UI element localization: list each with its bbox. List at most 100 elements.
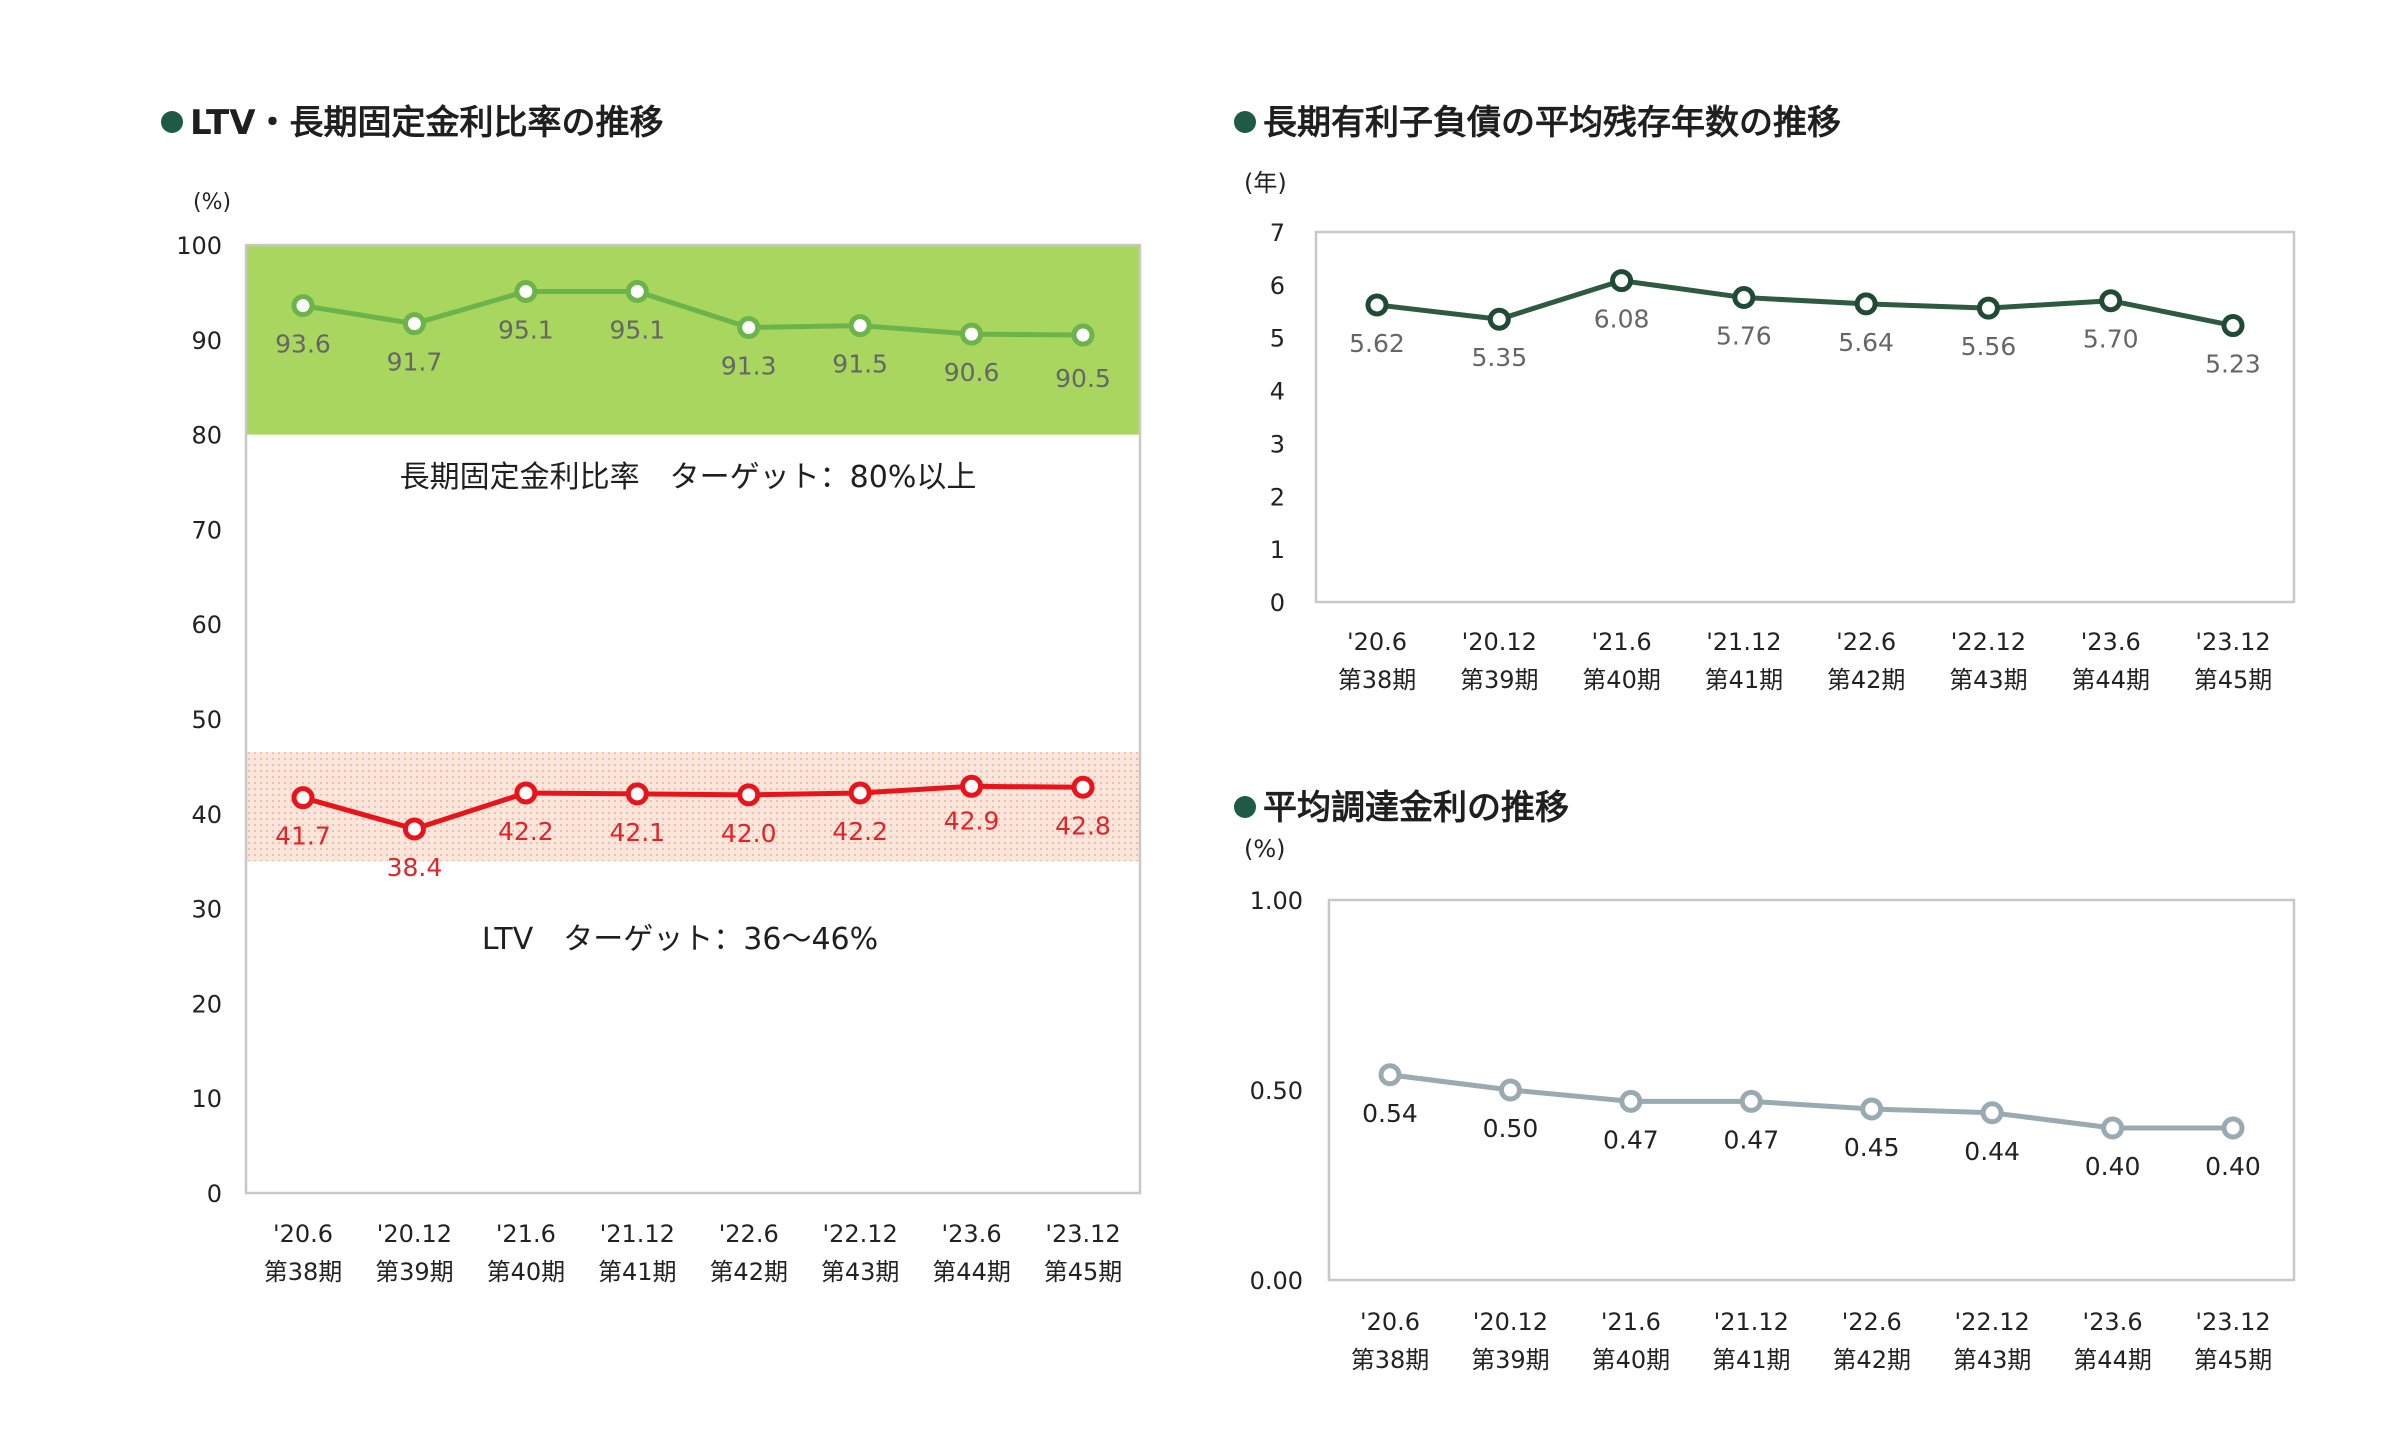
- y-tick-label: 20: [191, 990, 222, 1018]
- y-tick-label: 4: [1270, 378, 1285, 406]
- data-label: 5.23: [2205, 350, 2261, 379]
- data-point: [1976, 296, 2000, 320]
- y-tick-label: 50: [191, 706, 222, 734]
- data-label: 95.1: [609, 315, 665, 344]
- data-point: [625, 782, 649, 806]
- series-line: [1389, 1072, 2233, 1131]
- x-tick-label: '21.6: [496, 1220, 556, 1248]
- plot-area: [1327, 898, 2296, 1282]
- y-tick-label: 100: [176, 232, 222, 260]
- y-tick-label: 2: [1270, 483, 1285, 511]
- y-tick-label: 5: [1270, 325, 1285, 353]
- ltv-fixed-title-bullet: [161, 111, 183, 133]
- x-tick-label: '20.6: [1347, 628, 1407, 656]
- data-label: 91.7: [387, 348, 443, 377]
- ltv-fixed-chart: LTV・長期固定金利比率の推移 (%) 0 10 20 30 40 50 60 70 80 90 1…: [161, 103, 1142, 1286]
- x-tick-label: '23.6: [2081, 628, 2141, 656]
- x-period-label: 第39期: [375, 1258, 454, 1286]
- x-period-label: 第43期: [1953, 1346, 2032, 1374]
- x-period-label: 第42期: [1832, 1346, 1911, 1374]
- data-point: [1610, 269, 1634, 293]
- x-period-label: 第39期: [1471, 1346, 1550, 1374]
- y-tick-label: 30: [191, 896, 222, 924]
- data-point: [1071, 323, 1095, 347]
- data-point: [2101, 1116, 2125, 1140]
- data-point: [625, 279, 649, 303]
- x-period-label: 第41期: [598, 1258, 677, 1286]
- x-tick-label: '20.6: [1360, 1308, 1420, 1336]
- data-point: [291, 786, 315, 810]
- data-point: [291, 294, 315, 318]
- x-tick-label: '21.12: [600, 1220, 675, 1248]
- x-period-label: 第40期: [1592, 1346, 1671, 1374]
- x-period-label: 第41期: [1705, 666, 1784, 694]
- data-label: 41.7: [275, 822, 331, 851]
- data-point: [1071, 775, 1095, 799]
- data-label: 0.50: [1483, 1114, 1539, 1143]
- y-tick-label: 80: [191, 422, 222, 450]
- data-point: [1365, 293, 1389, 317]
- plot-area: [244, 243, 1142, 1195]
- x-period-label: 第43期: [1949, 666, 2028, 694]
- data-label: 42.0: [721, 819, 777, 848]
- maturity-unit-label: (年): [1244, 169, 1287, 197]
- data-label: 5.70: [2083, 325, 2139, 354]
- data-label: 42.2: [832, 817, 888, 846]
- x-tick-label: '21.6: [1592, 628, 1652, 656]
- rate-unit-label: (%): [1244, 835, 1286, 863]
- x-period-label: 第40期: [1582, 666, 1661, 694]
- data-point: [960, 774, 984, 798]
- x-period-label: 第45期: [1044, 1258, 1123, 1286]
- data-label: 5.62: [1349, 329, 1405, 358]
- x-period-label: 第45期: [2194, 666, 2273, 694]
- data-point: [1854, 292, 1878, 316]
- y-tick-label: 0.00: [1250, 1267, 1303, 1295]
- x-period-label: 第40期: [487, 1258, 566, 1286]
- x-tick-label: '23.6: [2083, 1308, 2143, 1336]
- data-point: [1980, 1101, 2004, 1125]
- x-tick-label: '20.12: [1462, 628, 1537, 656]
- maturity-title-bullet: [1234, 111, 1256, 133]
- data-label: 38.4: [387, 853, 443, 882]
- x-tick-label: '20.12: [377, 1220, 452, 1248]
- x-period-label: 第39期: [1460, 666, 1539, 694]
- x-tick-label: '21.12: [1706, 628, 1781, 656]
- rate-title-bullet: [1234, 796, 1256, 818]
- rate-chart-title: 平均調達金利の推移: [1263, 788, 1569, 828]
- data-label: 6.08: [1594, 305, 1650, 334]
- x-period-label: 第44期: [932, 1258, 1011, 1286]
- series-line: [302, 783, 1084, 832]
- data-point: [2099, 289, 2123, 313]
- ltv-fixed-chart-title: LTV・長期固定金利比率の推移: [190, 103, 664, 143]
- x-period-label: 第43期: [821, 1258, 900, 1286]
- data-point: [2221, 1116, 2245, 1140]
- maturity-chart-title: 長期有利子負債の平均残存年数の推移: [1263, 103, 1841, 143]
- x-period-label: 第44期: [2073, 1346, 2152, 1374]
- x-tick-label: '22.6: [1842, 1308, 1902, 1336]
- y-tick-label: 0: [1270, 589, 1285, 617]
- y-tick-label: 60: [191, 611, 222, 639]
- data-point: [737, 783, 761, 807]
- data-point: [514, 781, 538, 805]
- data-label: 0.47: [1603, 1125, 1659, 1154]
- y-tick-label: 40: [191, 801, 222, 829]
- data-label: 95.1: [498, 315, 554, 344]
- x-period-label: 第42期: [1827, 666, 1906, 694]
- data-label: 0.54: [1362, 1099, 1418, 1128]
- data-label: 42.9: [944, 806, 1000, 835]
- data-point: [960, 322, 984, 346]
- x-tick-label: '22.6: [1836, 628, 1896, 656]
- x-period-label: 第45期: [2194, 1346, 2273, 1374]
- y-tick-label: 7: [1270, 219, 1285, 247]
- fixed-ratio-target-band: [246, 245, 1140, 435]
- data-label: 0.40: [2085, 1152, 2141, 1181]
- data-label: 0.44: [1964, 1137, 2020, 1166]
- x-period-label: 第41期: [1712, 1346, 1791, 1374]
- x-period-label: 第44期: [2071, 666, 2150, 694]
- data-point: [1619, 1089, 1643, 1113]
- x-tick-label: '21.6: [1601, 1308, 1661, 1336]
- data-label: 42.1: [609, 818, 665, 847]
- data-point: [1487, 307, 1511, 331]
- x-tick-label: '20.6: [273, 1220, 333, 1248]
